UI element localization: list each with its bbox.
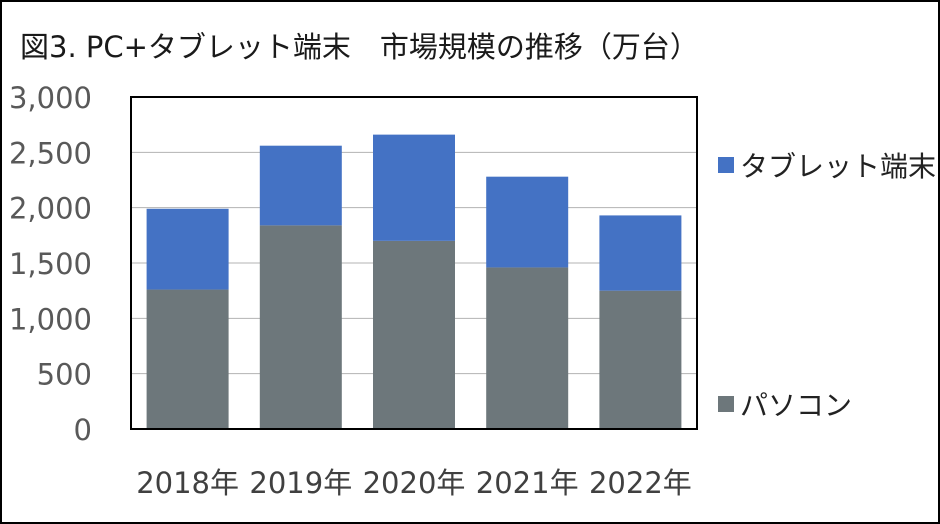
bar-segment-tablet [146,208,229,290]
x-tick-label: 2022年 [589,466,692,500]
bar-segment-tablet [486,176,569,268]
bars [146,134,682,429]
y-tick-label: 500 [37,358,92,392]
y-tick-label: 1,000 [9,302,92,336]
x-tick-label: 2018年 [136,466,239,500]
y-tick-label: 3,000 [9,81,92,115]
plot-area-border [130,96,698,430]
x-tick-label: 2021年 [476,466,579,500]
legend-label: パソコン [740,389,852,422]
bar-segment-pc [486,267,569,429]
bar-segment-tablet [373,134,455,241]
bar-segment-pc [373,240,455,429]
bar-segment-pc [146,289,229,429]
x-tick-label: 2020年 [363,466,466,500]
legend-item-tablet: タブレット端末 [718,150,936,183]
y-tick-label: 2,500 [9,136,92,170]
bar-segment-pc [259,225,342,429]
legend-label: タブレット端末 [740,150,936,183]
x-axis-ticks: 2018年 2019年 2020年 2021年 2022年 [136,466,692,500]
y-axis-ticks: 0 500 1,000 1,500 2,000 2,500 3,000 [9,81,92,447]
bar-segment-pc [599,290,682,429]
x-tick-label: 2019年 [249,466,352,500]
legend-item-pc: パソコン [718,389,852,422]
y-tick-label: 1,500 [9,247,92,281]
bar-segment-tablet [599,215,682,291]
y-tick-label: 2,000 [9,192,92,226]
legend-swatch [718,157,734,173]
chart-title: 図3. PC+タブレット端末 市場規模の推移（万台） [20,30,699,64]
legend-swatch [718,396,734,412]
y-tick-label: 0 [74,413,92,447]
bar-segment-tablet [259,145,342,226]
